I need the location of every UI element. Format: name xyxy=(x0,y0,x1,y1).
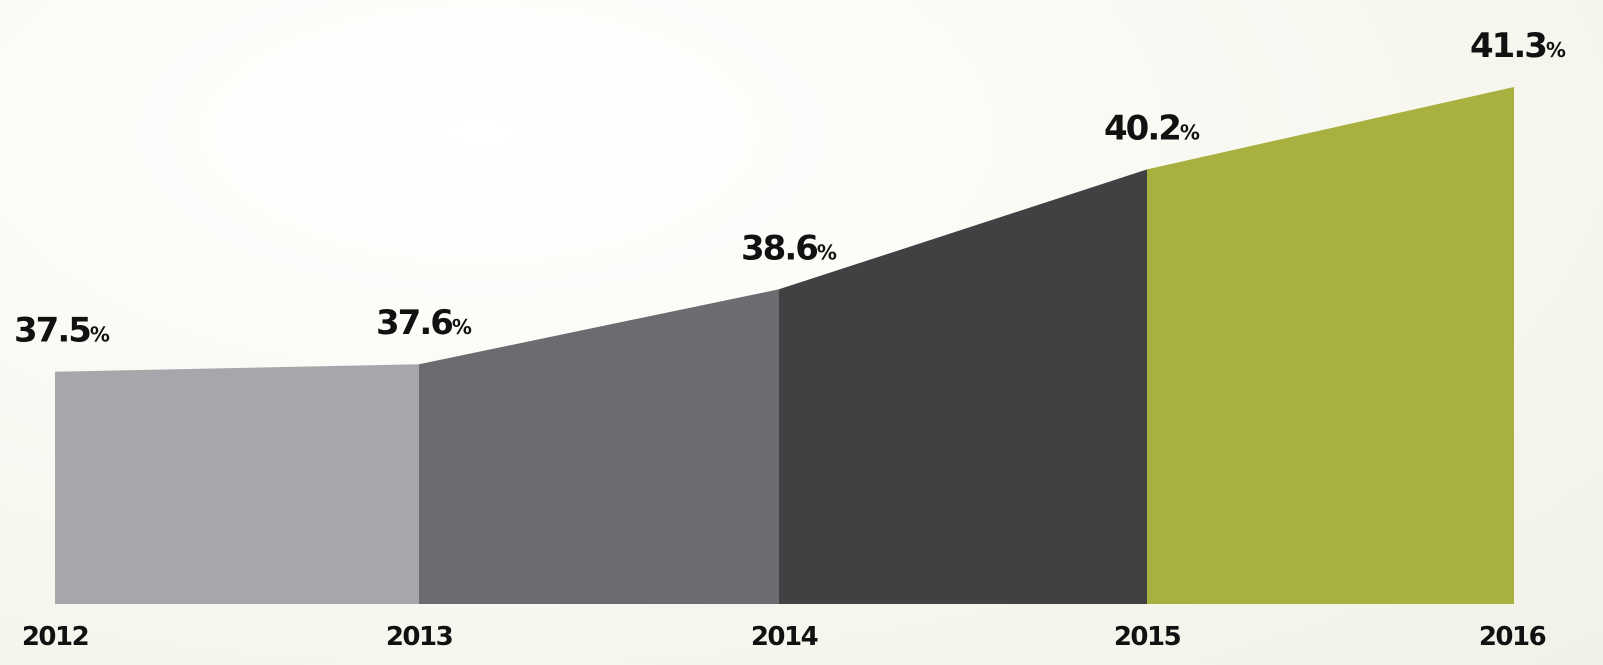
value-unit: % xyxy=(1546,38,1566,62)
x-tick-label-2015: 2015 xyxy=(1114,622,1181,652)
value-label-2014: 38.6% xyxy=(741,228,837,268)
value-number: 37.6 xyxy=(376,303,452,343)
x-axis-labels: 2012 2013 2014 2015 2016 xyxy=(22,622,1547,652)
value-unit: % xyxy=(817,240,837,264)
value-label-2012: 37.5% xyxy=(14,311,110,351)
area-segment-2013-2014 xyxy=(419,289,779,604)
value-number: 38.6 xyxy=(741,228,817,268)
value-label-2016: 41.3% xyxy=(1470,26,1566,66)
value-number: 40.2 xyxy=(1104,108,1180,148)
area-segment-2012-2013 xyxy=(55,364,419,604)
area-segment-2015-2016 xyxy=(1147,86,1514,605)
value-label-2015: 40.2% xyxy=(1104,108,1200,148)
x-tick-label-2016: 2016 xyxy=(1479,622,1546,652)
x-tick-label-2012: 2012 xyxy=(22,622,88,652)
value-number: 41.3 xyxy=(1470,26,1546,66)
area-segment-2014-2015 xyxy=(779,169,1147,604)
x-tick-label-2014: 2014 xyxy=(751,622,818,652)
value-unit: % xyxy=(452,315,472,339)
value-unit: % xyxy=(90,323,110,347)
value-number: 37.5 xyxy=(14,311,90,351)
value-label-2013: 37.6% xyxy=(376,303,472,343)
value-unit: % xyxy=(1180,120,1200,144)
value-labels: 37.5% 37.6%38.6%40.2%41.3% xyxy=(14,26,1567,351)
area-segments xyxy=(55,86,1514,605)
x-tick-label-2013: 2013 xyxy=(386,622,453,652)
